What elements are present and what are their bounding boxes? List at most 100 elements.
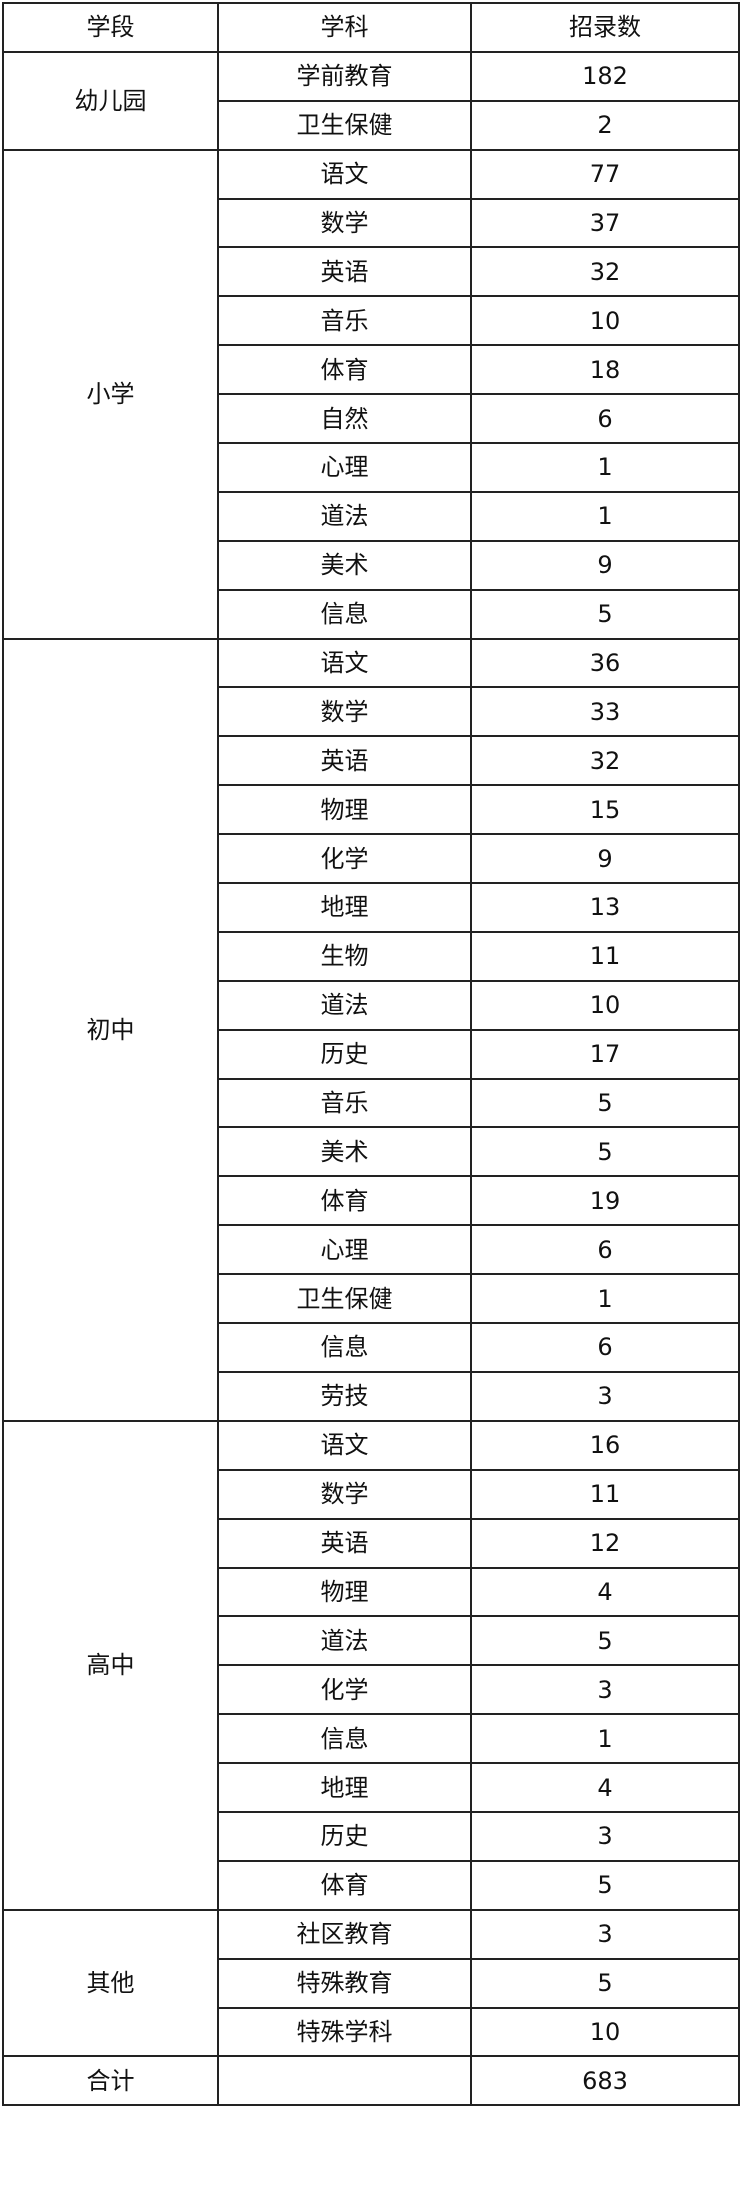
table-row: 卫生保健 2 [3, 99, 740, 151]
table-row: 数学 33 [3, 686, 740, 738]
table-row: 地理 13 [3, 882, 740, 933]
count-cell: 33 [470, 686, 740, 738]
header-count: 招录数 [470, 2, 740, 53]
count-cell: 1 [470, 1713, 740, 1765]
count-cell: 15 [470, 784, 740, 836]
subject-cell: 心理 [217, 1224, 472, 1276]
table-row: 物理 15 [3, 784, 740, 836]
stage-cell: 其他 [2, 1908, 219, 2058]
table-row: 心理 1 [3, 442, 740, 493]
subject-cell: 劳技 [217, 1370, 472, 1422]
table-row: 信息 1 [3, 1713, 740, 1765]
count-cell: 1 [470, 442, 740, 493]
table-row: 历史 3 [3, 1810, 740, 1862]
table-row: 特殊教育 5 [3, 1957, 740, 2009]
subject-cell: 地理 [217, 1762, 472, 1813]
subject-cell: 卫生保健 [217, 1273, 472, 1325]
count-cell: 3 [470, 1810, 740, 1862]
count-cell: 77 [470, 148, 740, 200]
subject-cell: 自然 [217, 393, 472, 445]
count-cell: 11 [470, 1468, 740, 1520]
subject-cell: 体育 [217, 1175, 472, 1227]
subject-cell: 数学 [217, 1468, 472, 1520]
table-row: 道法 10 [3, 979, 740, 1031]
table-row: 美术 5 [3, 1126, 740, 1178]
stage-cell: 幼儿园 [2, 50, 219, 151]
table-row: 英语 32 [3, 246, 740, 298]
subject-cell: 历史 [217, 1810, 472, 1862]
count-cell: 16 [470, 1419, 740, 1471]
subject-cell: 信息 [217, 588, 472, 640]
subject-cell: 美术 [217, 539, 472, 591]
table-row: 体育 19 [3, 1175, 740, 1227]
count-cell: 5 [470, 1077, 740, 1129]
total-label: 合计 [2, 2055, 219, 2107]
count-cell: 6 [470, 1322, 740, 1373]
count-cell: 4 [470, 1762, 740, 1813]
subject-cell: 语文 [217, 637, 472, 689]
subject-cell: 化学 [217, 1664, 472, 1716]
subject-cell: 道法 [217, 979, 472, 1031]
table-row: 英语 32 [3, 735, 740, 787]
subject-cell: 社区教育 [217, 1908, 472, 1960]
count-cell: 12 [470, 1517, 740, 1569]
count-cell: 6 [470, 1224, 740, 1276]
subject-cell: 心理 [217, 442, 472, 493]
stage-cell: 初中 [2, 637, 219, 1422]
count-cell: 10 [470, 979, 740, 1031]
table-row: 信息 6 [3, 1322, 740, 1373]
subject-cell: 信息 [217, 1322, 472, 1373]
subject-cell: 特殊教育 [217, 1957, 472, 2009]
stage-cell: 小学 [2, 148, 219, 640]
subject-cell: 英语 [217, 246, 472, 298]
table-row: 道法 1 [3, 490, 740, 542]
table-row: 英语 12 [3, 1517, 740, 1569]
subject-cell: 学前教育 [217, 50, 472, 102]
subject-cell: 数学 [217, 686, 472, 738]
subject-cell: 化学 [217, 833, 472, 885]
table-row: 美术 9 [3, 539, 740, 591]
count-cell: 13 [470, 882, 740, 933]
count-cell: 182 [470, 50, 740, 102]
subject-cell: 英语 [217, 735, 472, 787]
subject-cell: 语文 [217, 148, 472, 200]
table-row: 地理 4 [3, 1762, 740, 1813]
count-cell: 17 [470, 1028, 740, 1080]
table-row: 数学 37 [3, 197, 740, 249]
table-row: 劳技 3 [3, 1370, 740, 1422]
count-cell: 9 [470, 833, 740, 885]
subject-cell: 道法 [217, 1615, 472, 1667]
count-cell: 1 [470, 1273, 740, 1325]
subject-cell: 物理 [217, 784, 472, 836]
count-cell: 19 [470, 1175, 740, 1227]
count-cell: 9 [470, 539, 740, 591]
subject-cell: 体育 [217, 1859, 472, 1911]
header-stage: 学段 [2, 2, 219, 53]
table-row: 信息 5 [3, 588, 740, 640]
count-cell: 32 [470, 246, 740, 298]
subject-cell: 生物 [217, 930, 472, 982]
count-cell: 3 [470, 1908, 740, 1960]
count-cell: 10 [470, 2006, 740, 2058]
total-row: 合计 683 [2, 2055, 740, 2107]
table-row: 物理 4 [3, 1566, 740, 1618]
subject-cell: 英语 [217, 1517, 472, 1569]
subject-cell: 语文 [217, 1419, 472, 1471]
subject-cell: 美术 [217, 1126, 472, 1178]
table-row: 卫生保健 1 [3, 1273, 740, 1325]
subject-cell: 道法 [217, 490, 472, 542]
count-cell: 5 [470, 1859, 740, 1911]
table-row: 心理 6 [3, 1224, 740, 1276]
table-row: 音乐 10 [3, 295, 740, 347]
table-row: 数学 11 [3, 1468, 740, 1520]
count-cell: 3 [470, 1370, 740, 1422]
table-row: 化学 9 [3, 833, 740, 885]
count-cell: 18 [470, 344, 740, 396]
subject-cell: 地理 [217, 882, 472, 933]
count-cell: 5 [470, 1126, 740, 1178]
table-row: 幼儿园 学前教育 182 [2, 50, 740, 151]
subject-cell: 物理 [217, 1566, 472, 1618]
stage-cell: 高中 [2, 1419, 219, 1911]
count-cell: 3 [470, 1664, 740, 1716]
count-cell: 37 [470, 197, 740, 249]
